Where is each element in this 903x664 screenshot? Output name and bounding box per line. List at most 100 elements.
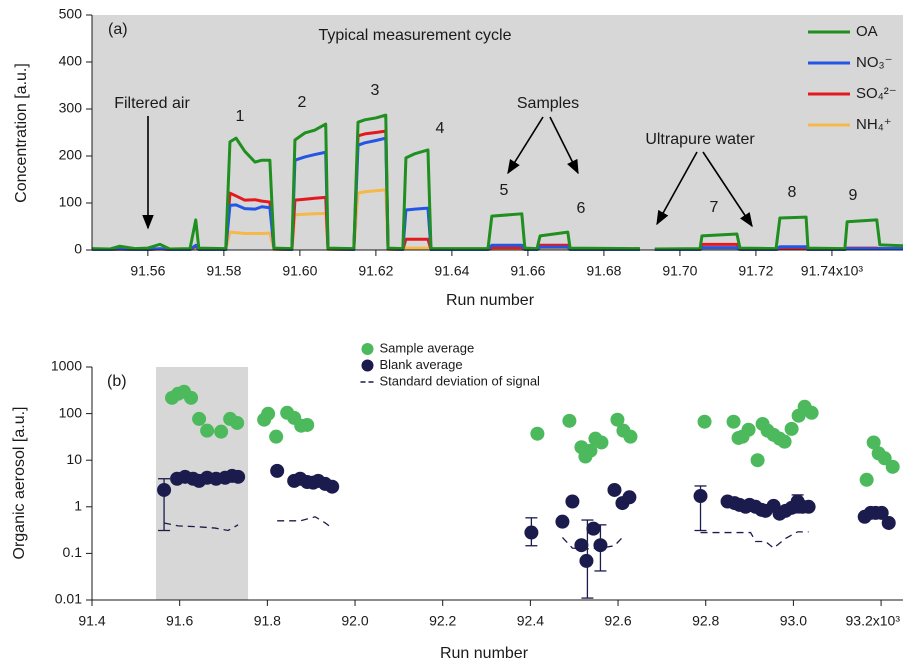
peak-label: 7: [710, 199, 719, 216]
data-point: [325, 479, 340, 494]
x-tick-label: 91.62: [358, 263, 393, 279]
x-tick-label: 91.74x10³: [801, 263, 864, 279]
peak-label: 1: [236, 108, 245, 125]
data-point: [583, 443, 598, 458]
y-tick-label: 200: [59, 147, 83, 163]
data-point: [555, 514, 570, 529]
x-tick-label: 91.56: [130, 263, 165, 279]
panel-label: (a): [108, 21, 128, 38]
data-point: [881, 515, 896, 530]
peak-label: 3: [371, 82, 380, 99]
x-tick-label: 92.2: [429, 613, 456, 629]
legend-label: NO₃⁻: [856, 54, 893, 71]
data-point: [697, 414, 712, 429]
peak-label: 4: [436, 120, 445, 137]
x-tick-label: 91.4: [78, 613, 105, 629]
data-point: [610, 412, 625, 427]
arrow: [507, 116, 544, 175]
peak-label: 8: [788, 184, 797, 201]
data-point: [231, 469, 246, 484]
data-point: [300, 417, 315, 432]
x-tick-label: 92.0: [341, 613, 368, 629]
data-point: [622, 490, 637, 505]
error-bar: [791, 494, 804, 514]
legend-label: Sample average: [380, 340, 475, 355]
error-bar: [525, 517, 538, 547]
y-tick-label: 400: [59, 53, 83, 69]
peak-label: 5: [500, 182, 509, 199]
x-tick-label: 92.6: [604, 613, 631, 629]
legend-swatch: [361, 359, 374, 372]
data-point: [579, 553, 594, 568]
y-tick-label: 1: [74, 498, 82, 514]
error-bar: [694, 485, 707, 532]
data-point: [192, 411, 207, 426]
x-tick-label: 91.68: [586, 263, 621, 279]
data-point: [184, 390, 199, 405]
x-tick-label: 91.70: [662, 263, 697, 279]
error-bar: [158, 478, 171, 532]
data-point: [726, 414, 741, 429]
data-point: [269, 429, 284, 444]
error-bar: [594, 524, 607, 572]
x-axis-label: Run number: [446, 292, 535, 309]
y-tick-label: 10: [66, 451, 82, 467]
peak-label: 2: [298, 94, 307, 111]
data-point: [750, 453, 765, 468]
x-tick-label: 91.64: [434, 263, 469, 279]
data-point: [874, 505, 889, 520]
x-tick-label: 91.60: [282, 263, 317, 279]
annotation: Filtered air: [114, 95, 190, 112]
arrow: [656, 151, 698, 226]
data-point: [859, 472, 874, 487]
y-tick-label: 100: [59, 194, 83, 210]
x-tick-label: 92.8: [692, 613, 719, 629]
error-bar: [581, 519, 594, 599]
std-line: [163, 516, 809, 550]
x-tick-label: 91.6: [166, 613, 193, 629]
annotation: Typical measurement cycle: [319, 27, 512, 44]
x-tick-label: 91.72: [738, 263, 773, 279]
y-tick-label: 500: [59, 6, 83, 22]
data-point: [200, 423, 215, 438]
x-tick-label: 92.4: [517, 613, 544, 629]
x-axis-label: Run number: [440, 645, 529, 662]
data-point: [574, 538, 589, 553]
legend-label: Blank average: [380, 357, 463, 372]
x-tick-label: 91.58: [206, 263, 241, 279]
y-tick-label: 300: [59, 100, 83, 116]
legend-label: OA: [856, 23, 878, 40]
data-point: [565, 494, 580, 509]
data-point: [586, 521, 601, 536]
data-point: [801, 499, 816, 514]
data-point: [230, 415, 245, 430]
data-point: [777, 434, 792, 449]
x-tick-label: 93.2x10³: [846, 613, 901, 629]
arrow: [702, 151, 753, 228]
data-point: [741, 422, 756, 437]
legend-swatch: [361, 343, 374, 355]
legend-label: NH₄⁺: [856, 116, 892, 133]
data-point: [214, 424, 229, 439]
y-axis-label: Concentration [a.u.]: [13, 63, 30, 203]
x-tick-label: 93.0: [780, 613, 807, 629]
x-tick-label: 91.66: [510, 263, 545, 279]
annotation: Samples: [517, 95, 579, 112]
annotation: Ultrapure water: [645, 131, 755, 148]
y-tick-label: 0: [74, 241, 82, 257]
peak-label: 6: [577, 200, 586, 217]
data-point: [804, 405, 819, 420]
x-tick-label: 91.8: [254, 613, 281, 629]
data-point: [270, 463, 285, 478]
arrow: [549, 116, 579, 175]
data-point: [261, 406, 276, 421]
data-point: [594, 435, 609, 450]
data-point: [607, 482, 622, 497]
legend-label: SO₄²⁻: [856, 85, 897, 102]
legend-label: Standard deviation of signal: [380, 373, 541, 388]
panel-label: (b): [107, 373, 127, 390]
data-line: [91, 113, 903, 251]
data-point: [885, 459, 900, 474]
data-point: [562, 413, 577, 428]
